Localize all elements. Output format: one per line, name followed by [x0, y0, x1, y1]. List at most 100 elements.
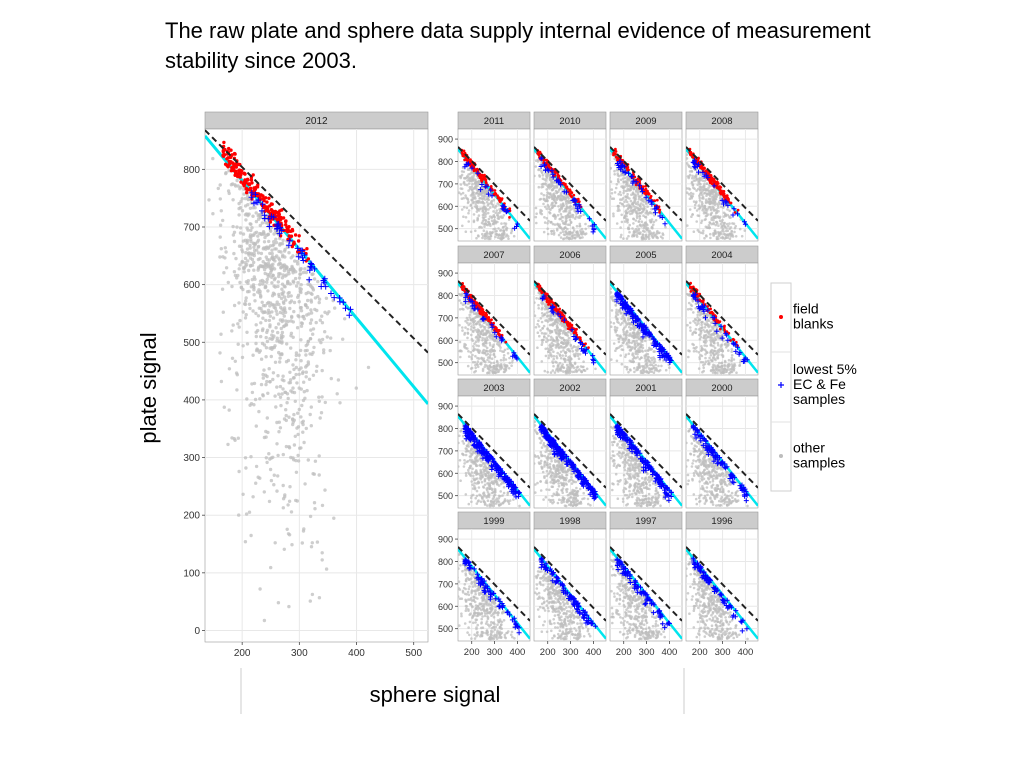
data-point-other [275, 336, 279, 340]
data-point-lowest [550, 171, 556, 177]
data-point-other [478, 334, 481, 338]
data-point-other [561, 219, 564, 223]
data-point-other [284, 298, 288, 302]
data-point-other [296, 425, 301, 429]
data-point-other [258, 587, 262, 591]
data-point-other [485, 346, 489, 350]
data-point-other [478, 323, 482, 327]
data-point-field-blank [712, 181, 716, 184]
data-point-other [268, 325, 272, 329]
data-point-other [465, 183, 469, 187]
data-point-other [483, 365, 487, 369]
data-point-other [283, 390, 287, 394]
data-point-other [243, 213, 248, 217]
data-point-lowest [626, 170, 631, 176]
data-point-other [231, 224, 235, 229]
data-point-other [534, 206, 538, 210]
data-point-other [714, 196, 717, 199]
data-point-other [476, 332, 480, 335]
data-point-other [497, 227, 500, 230]
data-point-other [296, 432, 300, 437]
data-point-other [320, 551, 324, 555]
data-point-other [276, 330, 280, 335]
data-point-other [231, 233, 236, 237]
data-point-other [703, 210, 706, 213]
data-point-other [295, 326, 300, 330]
data-point-other [276, 453, 280, 458]
data-point-other [309, 424, 313, 428]
data-point-other [280, 340, 284, 344]
data-point-field-blank [632, 173, 635, 176]
data-point-other [713, 232, 716, 235]
data-point-other [578, 222, 582, 226]
data-point-other [560, 198, 564, 202]
data-point-field-blank [280, 208, 284, 212]
data-point-other [572, 229, 576, 232]
data-point-other [636, 192, 640, 195]
data-point-other [317, 300, 321, 305]
data-point-other [307, 377, 312, 381]
data-point-other [568, 211, 572, 215]
data-point-other [654, 234, 657, 237]
data-point-other [218, 197, 222, 201]
data-point-other [481, 232, 484, 236]
data-point-other [539, 208, 542, 212]
data-point-other [288, 380, 293, 385]
data-point-other [244, 466, 248, 470]
data-point-other [499, 229, 503, 232]
data-point-other [264, 318, 268, 323]
data-point-other [579, 232, 583, 236]
data-point-other [577, 234, 581, 238]
data-point-other [468, 176, 472, 180]
data-point-other [486, 356, 490, 359]
data-point-other [628, 184, 632, 188]
data-point-other [476, 365, 480, 369]
data-point-other [320, 395, 324, 399]
data-point-field-blank [244, 186, 249, 191]
data-point-other [480, 201, 484, 204]
data-point-field-blank [290, 227, 295, 232]
data-point-other [632, 230, 636, 234]
data-point-other [265, 416, 269, 420]
data-point-other [538, 297, 541, 301]
data-point-field-blank [572, 193, 576, 197]
data-point-other [687, 187, 691, 190]
data-point-other [261, 310, 265, 315]
data-point-other [268, 266, 272, 270]
data-point-other [488, 360, 491, 364]
data-point-lowest [489, 322, 495, 328]
data-point-other [712, 206, 715, 210]
data-point-other [583, 369, 587, 373]
data-point-other [469, 328, 473, 331]
data-point-other [579, 236, 582, 240]
data-point-other [496, 360, 499, 364]
data-point-field-blank [462, 154, 466, 158]
data-point-other [537, 325, 541, 328]
data-point-other [297, 276, 302, 280]
data-point-other [549, 351, 552, 355]
data-point-other [534, 215, 538, 219]
data-point-other [540, 308, 544, 311]
data-point-other [296, 295, 300, 299]
data-point-other [621, 197, 625, 200]
data-point-other [562, 357, 566, 361]
data-point-other [553, 314, 557, 318]
data-point-other [233, 273, 238, 278]
data-point-other [287, 251, 291, 255]
data-point-other [235, 388, 239, 392]
data-point-other [272, 240, 276, 244]
data-point-other [699, 183, 702, 186]
data-point-other [634, 227, 638, 231]
data-point-other [263, 304, 267, 308]
data-point-other [512, 234, 516, 238]
data-point-other [544, 205, 547, 209]
data-point-other [502, 225, 505, 229]
data-point-other [644, 234, 648, 238]
data-point-field-blank [475, 301, 479, 305]
data-point-other [284, 360, 289, 364]
data-point-field-blank [736, 208, 740, 212]
data-point-other [632, 222, 635, 225]
data-point-other [534, 174, 536, 178]
data-point-other [287, 445, 291, 449]
data-point-other [257, 213, 261, 217]
